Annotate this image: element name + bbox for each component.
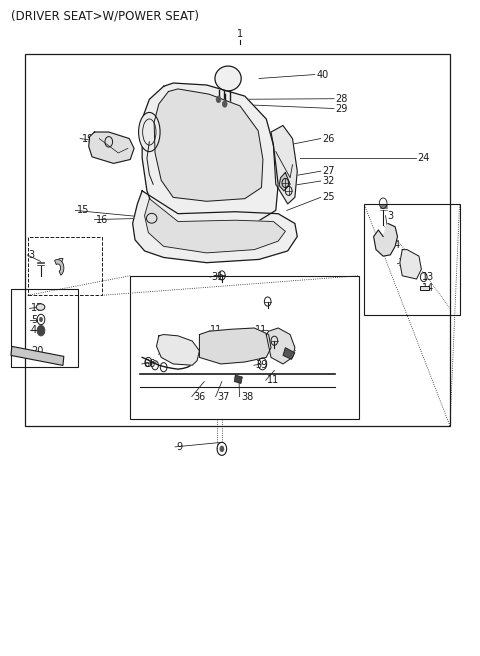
Polygon shape bbox=[142, 83, 278, 227]
Polygon shape bbox=[154, 89, 263, 201]
Text: 39: 39 bbox=[255, 360, 267, 370]
Polygon shape bbox=[271, 125, 297, 204]
Text: (DRIVER SEAT>W/POWER SEAT): (DRIVER SEAT>W/POWER SEAT) bbox=[11, 9, 199, 22]
Polygon shape bbox=[279, 173, 290, 191]
Text: 3: 3 bbox=[29, 250, 35, 260]
Text: 40: 40 bbox=[316, 70, 329, 79]
Text: 28: 28 bbox=[336, 94, 348, 104]
Text: 9: 9 bbox=[160, 349, 166, 359]
Polygon shape bbox=[156, 335, 199, 365]
Text: 17: 17 bbox=[31, 304, 43, 314]
Bar bbox=[420, 285, 429, 290]
Bar bbox=[130, 276, 360, 419]
Polygon shape bbox=[89, 132, 134, 163]
Bar bbox=[28, 237, 102, 295]
Text: 1: 1 bbox=[237, 29, 243, 39]
Text: 26: 26 bbox=[322, 134, 335, 144]
Bar bbox=[11, 289, 78, 367]
Wedge shape bbox=[55, 259, 64, 276]
Text: 31: 31 bbox=[211, 272, 224, 282]
Text: 14: 14 bbox=[422, 283, 434, 293]
Text: 18: 18 bbox=[398, 258, 411, 268]
Text: 16: 16 bbox=[96, 215, 108, 224]
Polygon shape bbox=[234, 375, 242, 384]
Polygon shape bbox=[283, 348, 295, 359]
Circle shape bbox=[39, 317, 43, 322]
Ellipse shape bbox=[215, 66, 241, 91]
Text: 11: 11 bbox=[210, 325, 222, 335]
Polygon shape bbox=[144, 199, 285, 253]
Text: 37: 37 bbox=[217, 392, 229, 401]
Ellipse shape bbox=[139, 112, 160, 152]
Text: 11: 11 bbox=[255, 325, 267, 335]
Ellipse shape bbox=[146, 213, 157, 223]
Text: 44: 44 bbox=[389, 240, 401, 250]
Text: 15: 15 bbox=[77, 205, 89, 215]
Polygon shape bbox=[266, 328, 295, 364]
Text: 19: 19 bbox=[82, 134, 94, 144]
Text: 20: 20 bbox=[31, 346, 43, 356]
Text: 65: 65 bbox=[227, 349, 239, 359]
Polygon shape bbox=[373, 224, 397, 256]
Text: 36: 36 bbox=[193, 392, 205, 401]
Text: 29: 29 bbox=[336, 104, 348, 113]
Text: 11: 11 bbox=[267, 375, 279, 385]
Text: 25: 25 bbox=[322, 192, 335, 202]
Text: 32: 32 bbox=[322, 176, 335, 186]
Circle shape bbox=[216, 96, 221, 102]
Polygon shape bbox=[400, 250, 421, 279]
Text: 4: 4 bbox=[31, 325, 37, 335]
Text: 9: 9 bbox=[177, 442, 183, 452]
Text: 66: 66 bbox=[143, 359, 156, 369]
Text: 7: 7 bbox=[57, 258, 63, 268]
Bar bbox=[11, 346, 64, 365]
Text: 64: 64 bbox=[284, 344, 296, 354]
Text: 38: 38 bbox=[241, 392, 253, 401]
Ellipse shape bbox=[36, 304, 45, 310]
Text: 5: 5 bbox=[31, 314, 37, 325]
Circle shape bbox=[37, 325, 45, 336]
Text: 27: 27 bbox=[322, 166, 335, 176]
Text: 3: 3 bbox=[387, 211, 393, 220]
Polygon shape bbox=[199, 328, 271, 364]
Polygon shape bbox=[132, 191, 297, 262]
Text: 13: 13 bbox=[422, 272, 434, 282]
Circle shape bbox=[222, 100, 227, 107]
Bar bbox=[364, 204, 459, 315]
Text: 33: 33 bbox=[160, 338, 172, 348]
Bar bbox=[25, 54, 450, 426]
Text: 47: 47 bbox=[179, 121, 192, 131]
Text: 24: 24 bbox=[418, 153, 430, 163]
Circle shape bbox=[219, 445, 224, 452]
